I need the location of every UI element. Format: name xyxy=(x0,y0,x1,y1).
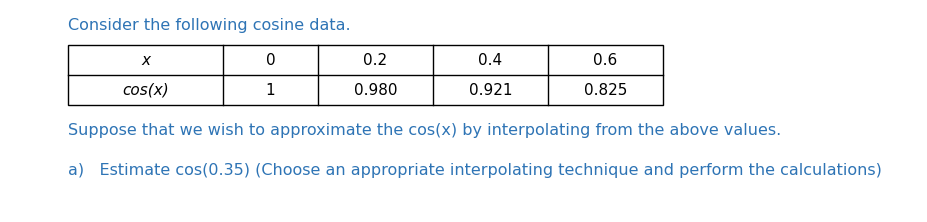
Text: cos(x): cos(x) xyxy=(122,83,169,97)
Bar xyxy=(68,45,662,105)
Text: 0.825: 0.825 xyxy=(583,83,627,97)
Text: 0.6: 0.6 xyxy=(592,52,617,67)
Text: 0: 0 xyxy=(265,52,275,67)
Text: 0.2: 0.2 xyxy=(363,52,387,67)
Text: 0.4: 0.4 xyxy=(478,52,502,67)
Text: Consider the following cosine data.: Consider the following cosine data. xyxy=(68,18,350,33)
Text: a)   Estimate cos(0.35) (Choose an appropriate interpolating technique and perfo: a) Estimate cos(0.35) (Choose an appropr… xyxy=(68,163,881,178)
Text: 0.921: 0.921 xyxy=(468,83,512,97)
Text: Suppose that we wish to approximate the cos(x) by interpolating from the above v: Suppose that we wish to approximate the … xyxy=(68,123,781,138)
Text: 1: 1 xyxy=(265,83,275,97)
Text: x: x xyxy=(141,52,150,67)
Text: 0.980: 0.980 xyxy=(353,83,397,97)
